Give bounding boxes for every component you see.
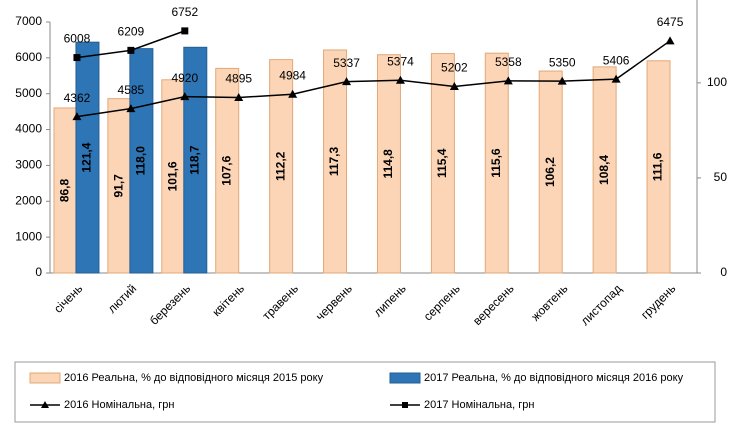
bar	[484, 52, 509, 274]
bar-label: 118,0	[134, 146, 148, 176]
point-label: 4585	[118, 83, 145, 97]
bar	[323, 49, 348, 274]
point-label: 4920	[171, 71, 198, 85]
marker	[342, 77, 352, 86]
marker	[449, 81, 459, 90]
bar	[215, 67, 240, 274]
bar-label: 91,7	[112, 174, 126, 198]
legend-box	[14, 361, 716, 423]
bar-label: 112,2	[273, 151, 287, 181]
x-tick-label: липень	[371, 281, 409, 319]
point-label: 6209	[118, 25, 145, 39]
point-label: 5337	[333, 56, 360, 70]
bar	[430, 53, 455, 274]
point-label: 5406	[603, 53, 630, 67]
x-tick-label: березень	[147, 281, 193, 327]
bar	[538, 70, 563, 274]
legend-label: 2017 Номінальна, грн	[424, 399, 534, 411]
marker	[72, 112, 82, 121]
point-label: 6752	[171, 5, 198, 19]
marker	[395, 75, 405, 84]
marker	[126, 104, 136, 113]
x-tick-label: квітень	[209, 281, 247, 319]
x-tick-label: лютий	[105, 281, 139, 315]
x-tick-label: грудень	[638, 281, 678, 321]
marker	[73, 54, 81, 62]
point-label: 6475	[657, 15, 684, 29]
point-label: 5358	[495, 55, 522, 69]
legend-label: 2016 Реальна, % до відповідного місяця 2…	[64, 372, 324, 384]
marker	[127, 46, 135, 54]
y2-tick-label: 100	[707, 75, 727, 89]
point-label: 4984	[279, 68, 306, 82]
bar-label: 114,8	[381, 149, 395, 179]
y-tick-label: 2000	[15, 193, 42, 207]
point-label: 6008	[64, 32, 91, 46]
legend-marker	[41, 401, 49, 408]
bar-label: 118,7	[187, 145, 201, 175]
marker	[181, 27, 189, 35]
marker	[557, 76, 567, 85]
y-tick-label: 1000	[15, 229, 42, 243]
bar-label: 115,6	[489, 148, 503, 178]
point-label: 4362	[64, 91, 91, 105]
bar-label: 101,6	[165, 161, 179, 191]
bar-label: 115,4	[435, 148, 449, 178]
bar-label: 106,2	[543, 157, 557, 187]
x-tick-label: червень	[313, 281, 355, 323]
bar	[75, 41, 100, 274]
marker	[180, 92, 190, 101]
bar-label: 107,6	[219, 155, 233, 185]
bar	[376, 54, 401, 274]
y-tick-label: 6000	[15, 50, 42, 64]
bar-label: 111,6	[651, 152, 665, 181]
bar	[183, 46, 208, 274]
marker	[288, 89, 298, 98]
marker	[665, 36, 675, 45]
bar-label: 86,8	[58, 178, 72, 202]
bar	[646, 60, 671, 274]
y-tick-label: 7000	[15, 14, 42, 28]
y-tick-label: 0	[35, 265, 42, 279]
bar	[592, 66, 617, 274]
marker	[234, 92, 244, 101]
legend-label: 2017 Реальна, % до відповідного місяця 2…	[424, 372, 684, 384]
legend-swatch	[389, 372, 421, 384]
point-label: 5202	[441, 61, 468, 75]
point-label: 5374	[387, 54, 414, 68]
marker	[611, 74, 621, 83]
y-tick-label: 4000	[15, 122, 42, 136]
y-tick-label: 5000	[15, 86, 42, 100]
x-tick-label: січень	[51, 281, 85, 315]
x-tick-label: травень	[260, 281, 301, 322]
x-tick-label: серпень	[421, 281, 463, 323]
x-tick-label: жовтень	[528, 281, 570, 323]
x-tick-label: листопад	[578, 281, 625, 328]
legend-swatch	[29, 372, 61, 384]
y-tick-label: 3000	[15, 158, 42, 172]
legend-label: 2016 Номінальна, грн	[64, 399, 174, 411]
point-label: 5350	[549, 55, 576, 69]
line	[76, 40, 671, 118]
y2-tick-label: 0	[720, 265, 727, 279]
point-label: 4895	[225, 72, 252, 86]
y2-tick-label: 50	[714, 170, 728, 184]
bar-label: 117,3	[327, 146, 341, 176]
marker	[503, 76, 513, 85]
bar-label: 108,4	[597, 155, 611, 185]
bar	[269, 59, 294, 274]
x-tick-label: вересень	[470, 281, 517, 328]
bar-label: 121,4	[80, 142, 94, 172]
legend-marker	[402, 402, 408, 408]
